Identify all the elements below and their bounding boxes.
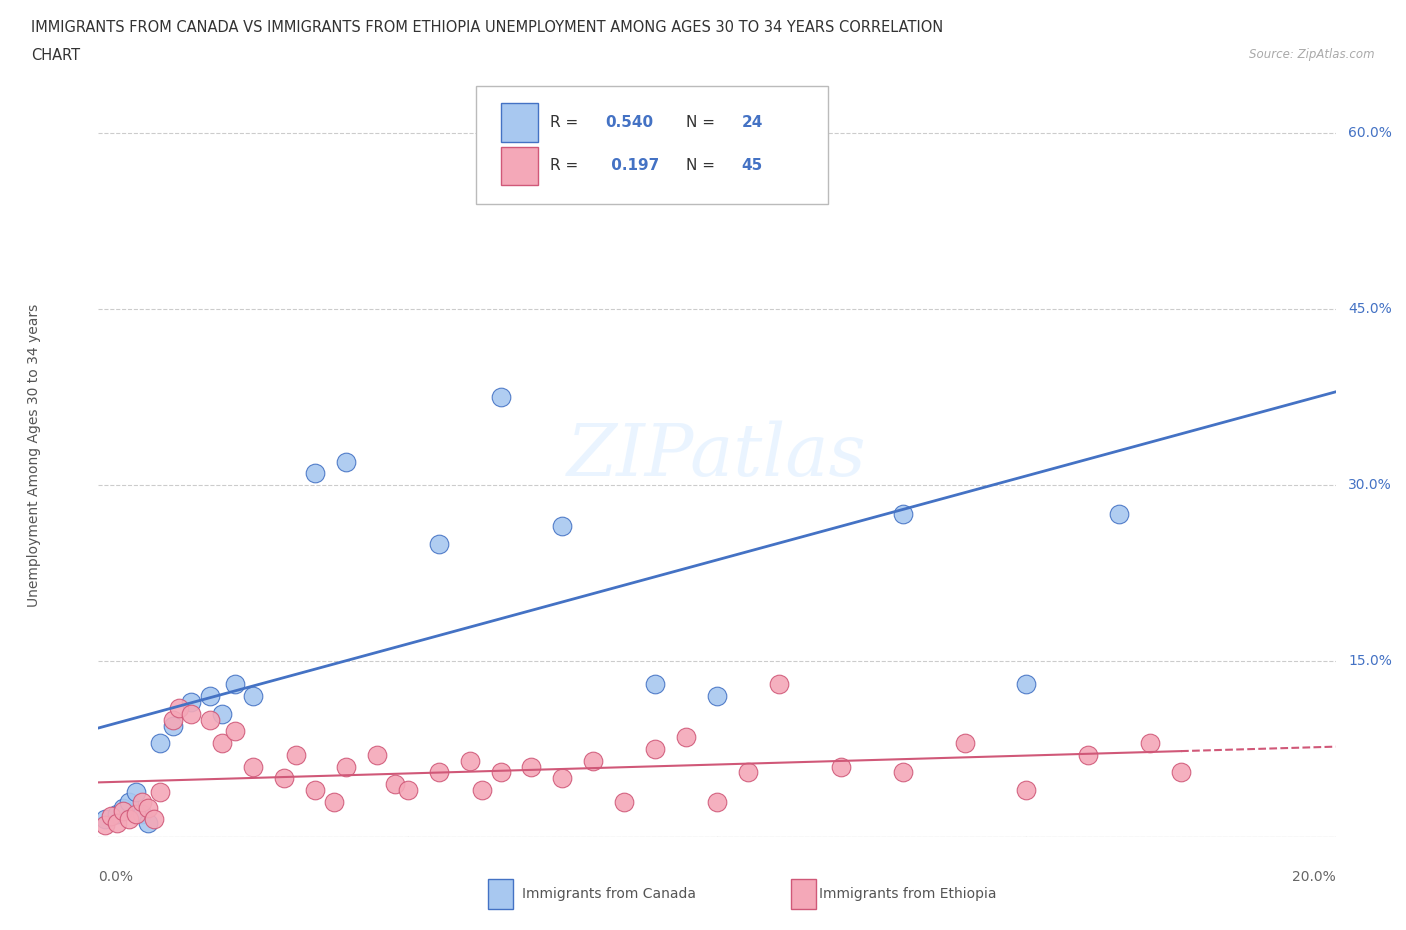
Point	[1108, 507, 1130, 522]
Point	[335, 454, 357, 469]
Text: 24: 24	[742, 115, 763, 130]
Point	[93, 817, 115, 832]
Text: N =: N =	[686, 115, 720, 130]
Point	[112, 804, 135, 818]
Point	[644, 677, 666, 692]
Point	[471, 783, 494, 798]
Text: 0.197: 0.197	[606, 158, 659, 173]
FancyBboxPatch shape	[488, 879, 513, 910]
Text: 0.540: 0.540	[606, 115, 654, 130]
Point	[1015, 783, 1038, 798]
Text: R =: R =	[550, 158, 583, 173]
Point	[124, 806, 146, 821]
FancyBboxPatch shape	[501, 147, 537, 185]
Point	[162, 718, 184, 733]
Point	[384, 777, 406, 791]
Text: 15.0%: 15.0%	[1348, 654, 1392, 668]
Point	[768, 677, 790, 692]
Point	[508, 166, 530, 181]
Point	[304, 466, 326, 481]
Point	[304, 783, 326, 798]
Point	[322, 794, 344, 809]
Text: Immigrants from Ethiopia: Immigrants from Ethiopia	[818, 887, 995, 901]
Point	[167, 700, 190, 715]
Point	[136, 816, 159, 830]
Point	[100, 808, 122, 823]
Text: IMMIGRANTS FROM CANADA VS IMMIGRANTS FROM ETHIOPIA UNEMPLOYMENT AMONG AGES 30 TO: IMMIGRANTS FROM CANADA VS IMMIGRANTS FRO…	[31, 20, 943, 35]
Point	[1077, 748, 1099, 763]
Point	[118, 812, 141, 827]
Text: Source: ZipAtlas.com: Source: ZipAtlas.com	[1250, 48, 1375, 61]
Point	[613, 794, 636, 809]
Point	[198, 689, 221, 704]
Text: 45.0%: 45.0%	[1348, 302, 1392, 316]
FancyBboxPatch shape	[792, 879, 815, 910]
Point	[427, 537, 450, 551]
Point	[644, 741, 666, 756]
Point	[335, 759, 357, 774]
Point	[953, 736, 976, 751]
Point	[1015, 677, 1038, 692]
Point	[180, 707, 202, 722]
Point	[224, 677, 246, 692]
FancyBboxPatch shape	[501, 103, 537, 141]
Point	[891, 765, 914, 780]
Point	[396, 783, 419, 798]
Point	[427, 765, 450, 780]
Text: ZIPatlas: ZIPatlas	[567, 420, 868, 491]
Point	[551, 771, 574, 786]
Point	[706, 689, 728, 704]
Point	[1170, 765, 1192, 780]
Point	[891, 507, 914, 522]
Point	[830, 759, 852, 774]
Text: 60.0%: 60.0%	[1348, 126, 1392, 140]
Point	[93, 812, 115, 827]
Point	[489, 765, 512, 780]
Text: 0.0%: 0.0%	[98, 870, 134, 884]
Point	[675, 730, 697, 745]
Text: R =: R =	[550, 115, 583, 130]
Point	[211, 707, 233, 722]
Point	[198, 712, 221, 727]
Text: 20.0%: 20.0%	[1292, 870, 1336, 884]
Point	[180, 695, 202, 710]
Point	[112, 800, 135, 815]
Point	[131, 806, 153, 821]
Text: Immigrants from Canada: Immigrants from Canada	[522, 887, 696, 901]
Point	[131, 794, 153, 809]
Point	[242, 689, 264, 704]
Point	[224, 724, 246, 738]
Point	[551, 519, 574, 534]
Point	[737, 765, 759, 780]
Point	[706, 794, 728, 809]
Point	[458, 753, 481, 768]
Point	[136, 800, 159, 815]
Text: CHART: CHART	[31, 48, 80, 63]
Point	[366, 748, 388, 763]
Point	[118, 794, 141, 809]
Point	[149, 736, 172, 751]
Text: Unemployment Among Ages 30 to 34 years: Unemployment Among Ages 30 to 34 years	[27, 304, 41, 607]
Point	[105, 806, 128, 821]
Point	[105, 816, 128, 830]
Point	[162, 712, 184, 727]
Point	[143, 812, 166, 827]
Point	[124, 785, 146, 800]
Point	[273, 771, 295, 786]
Point	[489, 390, 512, 405]
Point	[242, 759, 264, 774]
Point	[285, 748, 308, 763]
Text: 45: 45	[742, 158, 763, 173]
FancyBboxPatch shape	[475, 86, 828, 204]
Text: 30.0%: 30.0%	[1348, 478, 1392, 492]
Point	[582, 753, 605, 768]
Text: N =: N =	[686, 158, 720, 173]
Point	[211, 736, 233, 751]
Point	[1139, 736, 1161, 751]
Point	[149, 785, 172, 800]
Point	[520, 759, 543, 774]
